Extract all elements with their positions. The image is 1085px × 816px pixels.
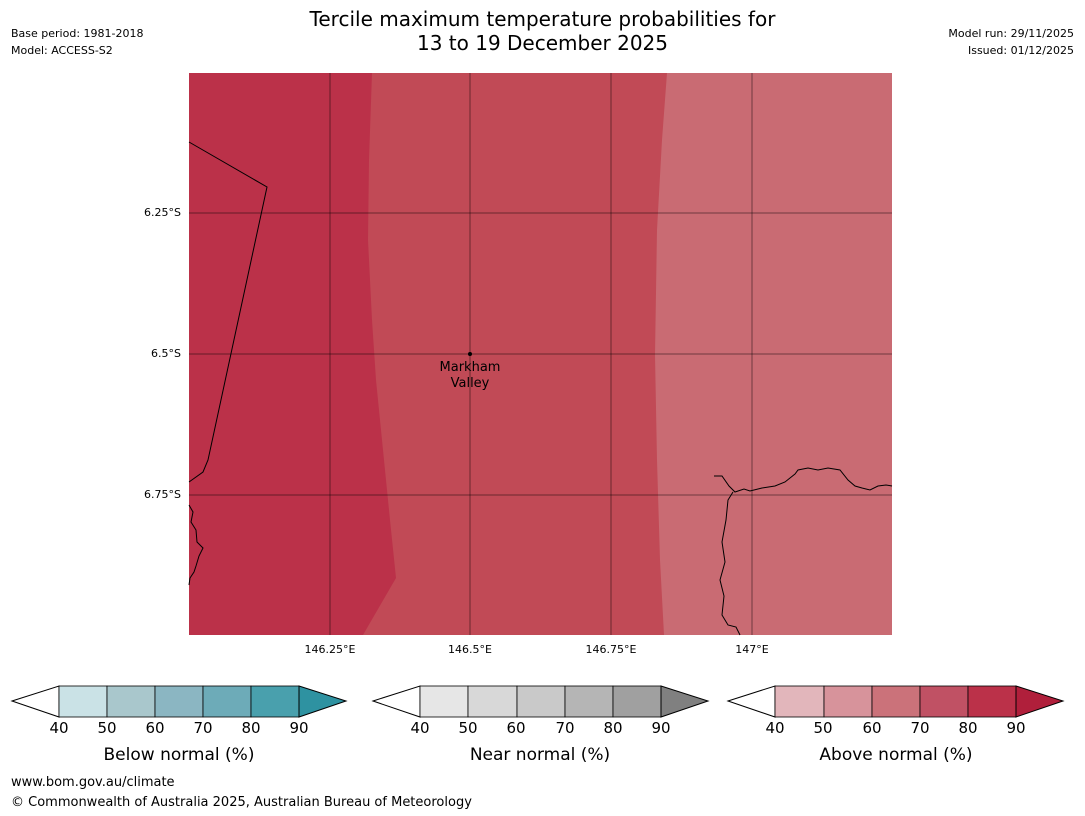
base-period-text: Base period: 1981-2018 (11, 27, 144, 40)
legend-above-tick: 80 (958, 719, 978, 737)
model-run-text: Model run: 29/11/2025 (948, 27, 1074, 40)
legend-near-swatch-50-60 (467, 685, 518, 718)
border-line (188, 141, 268, 483)
legend-below-tick: 90 (289, 719, 309, 737)
legend-near-swatch-60-70 (516, 685, 566, 718)
legend-below-swatch-40-50 (58, 685, 108, 718)
location-label-line-2: Valley (450, 376, 490, 391)
lon-label-146-5e: 146.5°E (448, 643, 492, 656)
legend-above-high-extend (1015, 685, 1065, 718)
legend-above-tick: 70 (910, 719, 930, 737)
legend-below-tick: 50 (97, 719, 117, 737)
legend-below-swatch-50-60 (106, 685, 156, 718)
legend-above-swatch-60-70 (871, 685, 921, 718)
legend-below-normal (10, 685, 348, 718)
coastline-east (714, 467, 893, 493)
legend-below-high-extend (298, 685, 348, 718)
zone-above-80-90 (189, 73, 396, 635)
legend-near-tick: 70 (555, 719, 575, 737)
legend-below-title: Below normal (%) (103, 745, 255, 765)
lon-label-146-75e: 146.75°E (585, 643, 637, 656)
coastline-south (719, 491, 741, 636)
legend-above-tick: 50 (813, 719, 833, 737)
legend-above-title: Above normal (%) (819, 745, 973, 765)
legend-near-high-extend (660, 685, 710, 718)
legend-near-tick: 60 (506, 719, 526, 737)
model-text: Model: ACCESS-S2 (11, 44, 113, 57)
legend-above-low-extend (726, 685, 776, 718)
legend-below-tick: 40 (49, 719, 69, 737)
legend-below-tick: 60 (145, 719, 165, 737)
footer-copyright: © Commonwealth of Australia 2025, Austra… (11, 795, 472, 810)
legend-above-tick: 90 (1006, 719, 1026, 737)
page-title: Tercile maximum temperature probabilitie… (0, 7, 1085, 55)
title-line-1: Tercile maximum temperature probabilitie… (309, 7, 776, 31)
legend-above-swatch-50-60 (823, 685, 873, 718)
legend-below-low-extend (10, 685, 60, 718)
location-label-line-1: Markham (439, 360, 501, 375)
legend-near-swatch-70-80 (564, 685, 614, 718)
legend-near-swatch-40-50 (419, 685, 469, 718)
issued-text: Issued: 01/12/2025 (967, 44, 1074, 57)
lon-label-147e: 147°E (735, 643, 769, 656)
legend-above-swatch-80-90 (967, 685, 1017, 718)
legend-below-swatch-80-90 (250, 685, 300, 718)
coastline-west (188, 504, 204, 586)
legend-near-low-extend (371, 685, 421, 718)
legend-near-title: Near normal (%) (469, 745, 611, 765)
legend-above-normal (726, 685, 1065, 718)
lat-label-6-5s: 6.5°S (151, 347, 181, 360)
legend-below-swatch-70-80 (202, 685, 252, 718)
lat-label-6-25s: 6.25°S (144, 206, 181, 219)
title-line-2: 13 to 19 December 2025 (416, 31, 668, 55)
graticule (189, 73, 892, 635)
footer-url[interactable]: www.bom.gov.au/climate (11, 775, 175, 790)
header-right: Model run: 29/11/2025 Issued: 01/12/2025 (948, 25, 1074, 59)
location-marker (468, 352, 472, 356)
legend-near-tick: 90 (651, 719, 671, 737)
legend-below-tick: 80 (241, 719, 261, 737)
legend-near-tick: 50 (458, 719, 478, 737)
legend-above-swatch-40-50 (774, 685, 825, 718)
legend-above-tick: 60 (862, 719, 882, 737)
lat-label-6-75s: 6.75°S (144, 488, 181, 501)
location-label: Markham Valley (420, 360, 520, 392)
header-left: Base period: 1981-2018 Model: ACCESS-S2 (11, 25, 143, 59)
legend-above-tick: 40 (765, 719, 785, 737)
lon-label-146-25e: 146.25°E (304, 643, 356, 656)
legend-below-swatch-60-70 (154, 685, 204, 718)
legend-below-tick: 70 (193, 719, 213, 737)
legend-above-swatch-70-80 (919, 685, 969, 718)
map-area[interactable] (188, 73, 893, 636)
legend-near-normal (371, 685, 710, 718)
legend-near-swatch-80-90 (612, 685, 662, 718)
legend-near-tick: 40 (410, 719, 430, 737)
legend-near-tick: 80 (603, 719, 623, 737)
